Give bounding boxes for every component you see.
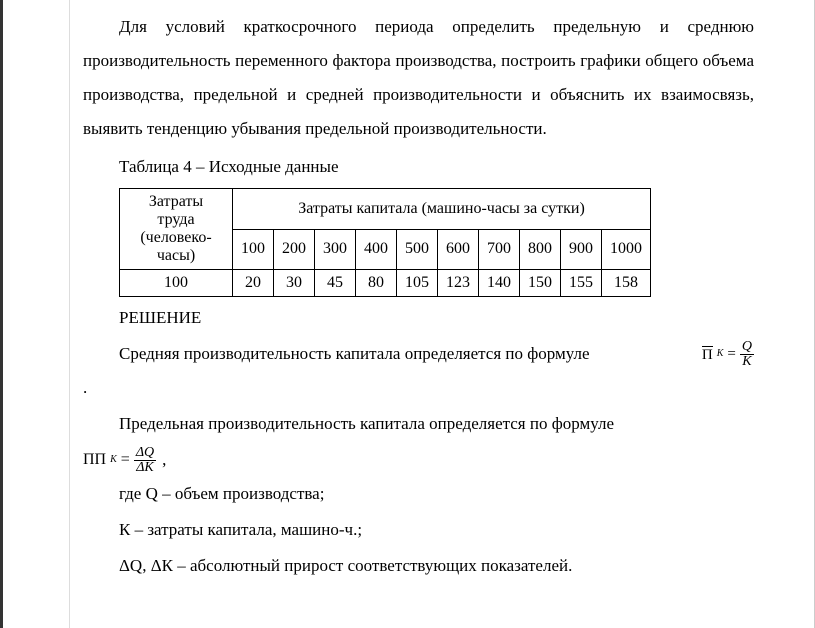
table-caption: Таблица 4 – Исходные данные bbox=[83, 150, 754, 184]
capital-col-cell: 300 bbox=[315, 229, 356, 270]
capital-col-cell: 800 bbox=[520, 229, 561, 270]
data-table: Затраты труда (человеко- часы) Затраты к… bbox=[119, 188, 651, 297]
equals-sign: = bbox=[727, 339, 735, 369]
pp-symbol: ПП bbox=[83, 444, 106, 476]
delta-qk-text: – абсолютный прирост соответствующих пок… bbox=[173, 556, 572, 575]
equals-sign: = bbox=[121, 444, 130, 476]
document-page: Для условий краткосрочного периода опред… bbox=[0, 0, 815, 628]
fraction-denominator: K bbox=[740, 354, 753, 369]
capital-col-cell: 200 bbox=[274, 229, 315, 270]
definition-q: где Q – объем производства; bbox=[83, 477, 754, 511]
intro-paragraph: Для условий краткосрочного периода опред… bbox=[83, 10, 754, 146]
table-row: 100 20 30 45 80 105 123 140 150 155 158 bbox=[120, 270, 651, 297]
capital-group-header: Затраты капитала (машино-часы за сутки) bbox=[233, 189, 651, 230]
capital-col-cell: 700 bbox=[479, 229, 520, 270]
marginal-formula: ППK = ΔQ ΔK bbox=[83, 444, 156, 476]
fraction-denominator: ΔK bbox=[134, 460, 156, 475]
row-header-line-2: труда bbox=[157, 211, 194, 228]
capital-col-cell: 500 bbox=[397, 229, 438, 270]
capital-col-cell: 1000 bbox=[602, 229, 651, 270]
delta-qk-symbol: ΔQ, ΔК bbox=[119, 556, 173, 575]
subscript-k: K bbox=[110, 450, 117, 470]
trailing-comma: , bbox=[162, 443, 166, 477]
output-cell: 30 bbox=[274, 270, 315, 297]
pi-bar-symbol: П bbox=[702, 346, 713, 363]
subscript-k: K bbox=[717, 344, 724, 364]
output-cell: 155 bbox=[561, 270, 602, 297]
fraction-numerator: ΔQ bbox=[134, 446, 156, 460]
fraction: Q K bbox=[740, 340, 754, 369]
avg-formula: ПK = Q K bbox=[702, 339, 754, 369]
definition-k: К – затраты капитала, машино-ч.; bbox=[83, 513, 754, 547]
marginal-formula-line: ППK = ΔQ ΔK , bbox=[83, 443, 754, 477]
table-row: Затраты труда (человеко- часы) Затраты к… bbox=[120, 189, 651, 230]
output-cell: 45 bbox=[315, 270, 356, 297]
fraction-numerator: Q bbox=[740, 340, 754, 354]
capital-col-cell: 400 bbox=[356, 229, 397, 270]
output-cell: 80 bbox=[356, 270, 397, 297]
stray-period: . bbox=[83, 371, 754, 405]
output-cell: 105 bbox=[397, 270, 438, 297]
output-cell: 150 bbox=[520, 270, 561, 297]
output-cell: 20 bbox=[233, 270, 274, 297]
avg-productivity-text: Средняя производительность капитала опре… bbox=[83, 337, 590, 371]
avg-productivity-line: Средняя производительность капитала опре… bbox=[83, 337, 754, 371]
labor-value-cell: 100 bbox=[120, 270, 233, 297]
margin-guide-line bbox=[69, 0, 70, 628]
output-cell: 123 bbox=[438, 270, 479, 297]
row-header-line-4: часы) bbox=[157, 247, 195, 264]
row-header-line-1: Затраты bbox=[149, 193, 203, 210]
row-header-line-3: (человеко- bbox=[140, 229, 211, 246]
capital-col-cell: 900 bbox=[561, 229, 602, 270]
output-cell: 158 bbox=[602, 270, 651, 297]
fraction: ΔQ ΔK bbox=[134, 446, 156, 475]
marginal-productivity-text: Предельная производительность капитала о… bbox=[83, 407, 754, 441]
solution-heading: РЕШЕНИЕ bbox=[83, 301, 754, 335]
definition-dqk: ΔQ, ΔК – абсолютный прирост соответствую… bbox=[83, 549, 754, 583]
capital-col-cell: 600 bbox=[438, 229, 479, 270]
labor-header-cell: Затраты труда (человеко- часы) bbox=[120, 189, 233, 270]
output-cell: 140 bbox=[479, 270, 520, 297]
capital-col-cell: 100 bbox=[233, 229, 274, 270]
